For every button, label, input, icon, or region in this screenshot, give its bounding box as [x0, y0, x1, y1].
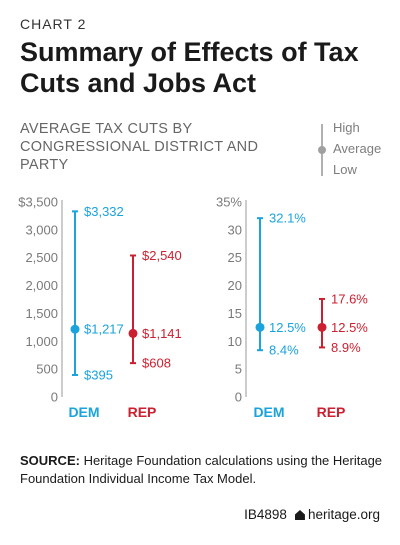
heritage-house-icon	[294, 510, 305, 520]
average-point-dem	[70, 324, 80, 334]
legend-low-label: Low	[333, 162, 357, 177]
y-tick-label: 15	[228, 306, 242, 321]
chart-title: Summary of Effects of Tax Cuts and Jobs …	[20, 37, 359, 98]
y-tick-label: 35%	[216, 195, 242, 210]
y-tick-label: 1,500	[25, 306, 58, 321]
data-label-high: 17.6%	[331, 291, 368, 306]
category-label-dem: DEM	[253, 404, 284, 420]
data-label-high: 32.1%	[269, 211, 306, 226]
category-label-dem: DEM	[68, 404, 99, 420]
data-label-average: $1,217	[84, 322, 124, 337]
y-tick-label: 2,500	[25, 250, 58, 265]
data-label-high: $2,540	[142, 248, 182, 263]
average-point-rep	[128, 328, 138, 338]
category-label-rep: REP	[317, 404, 346, 420]
data-label-low: $395	[84, 367, 113, 382]
source-text: Heritage Foundation calculations using t…	[20, 453, 383, 486]
y-tick-label: 1,000	[25, 334, 58, 349]
category-label-rep: REP	[128, 404, 157, 420]
y-tick-label: 25	[228, 250, 242, 265]
average-point-dem	[255, 322, 265, 332]
data-label-low: 8.9%	[331, 340, 361, 355]
source-label: SOURCE:	[20, 453, 80, 468]
chart-subtitle: AVERAGE TAX CUTS BY CONGRESSIONAL DISTRI…	[20, 121, 259, 173]
legend-high-label: High	[333, 120, 360, 135]
brief-id: IB4898	[244, 507, 287, 522]
y-tick-label: 500	[36, 362, 58, 377]
y-tick-label: 0	[51, 390, 58, 405]
y-tick-label: 30	[228, 222, 242, 237]
y-tick-label: 3,000	[25, 222, 58, 237]
data-label-average: 12.5%	[331, 320, 368, 335]
legend: High Average Low	[315, 120, 395, 180]
average-point-rep	[317, 322, 327, 332]
y-tick-label: 5	[235, 362, 242, 377]
legend-average-label: Average	[333, 141, 382, 156]
footer: IB4898 heritage.org	[244, 507, 380, 522]
y-tick-label: 2,000	[25, 278, 58, 293]
y-tick-label: $3,500	[18, 195, 58, 210]
legend-range-icon	[318, 124, 326, 176]
site-link[interactable]: heritage.org	[307, 507, 380, 522]
charts-area: 0 500 1,000 1,500 2,000 2,500 3,000 $3,500 $3,33…	[18, 195, 368, 421]
data-label-average: 12.5%	[269, 320, 306, 335]
chart-kicker: CHART 2	[20, 16, 87, 32]
data-label-low: $608	[142, 356, 171, 371]
source-note: SOURCE: Heritage Foundation calculations…	[20, 452, 390, 488]
data-label-high: $3,332	[84, 204, 124, 219]
y-tick-label: 0	[235, 390, 242, 405]
data-label-low: 8.4%	[269, 343, 299, 358]
data-label-average: $1,141	[142, 326, 182, 341]
y-tick-label: 10	[228, 334, 242, 349]
y-tick-label: 20	[228, 278, 242, 293]
